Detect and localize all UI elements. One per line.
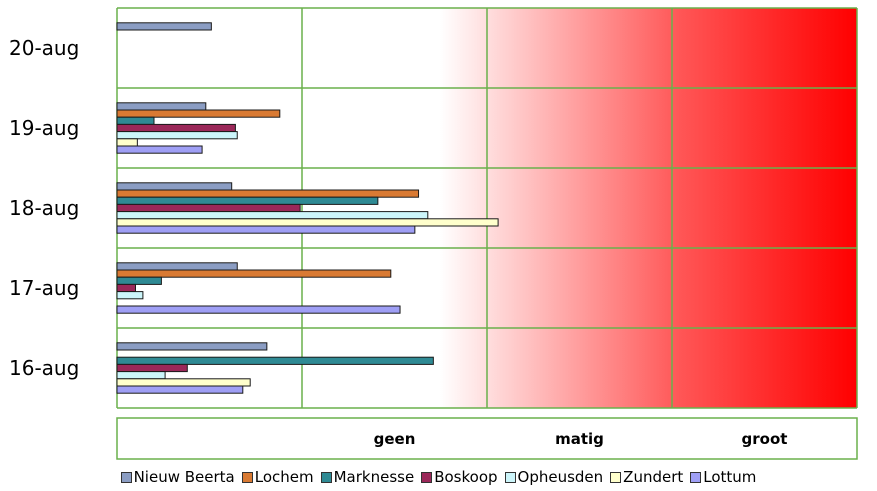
legend-item: Boskoop [421,468,498,486]
bar [116,203,301,213]
bar [116,385,244,394]
band-label: groot [742,430,788,448]
legend-label: Marknesse [333,468,415,486]
band-labels: geenmatiggrootzeer groot [374,430,788,448]
legend-swatch [610,471,622,483]
legend-item: Lottum [690,468,756,486]
legend-item: Lochem [241,468,314,486]
bar [116,116,155,125]
red-gradient-zone [440,8,857,408]
legend-label: Opheusden [517,468,604,486]
bar [116,291,144,300]
bar [116,283,136,293]
band-label-box [116,417,858,460]
band-label: matig [555,430,604,448]
bars [116,22,499,394]
bar [116,196,379,205]
bar [116,182,233,191]
bar [116,189,420,198]
legend-item: Nieuw Beerta [120,468,235,486]
bar [116,276,162,285]
legend-label: Lottum [703,468,757,486]
bar [116,102,207,111]
category-label: 18-aug [9,196,79,220]
legend-item: Zundert [610,468,683,486]
legend-label: Boskoop [434,468,498,486]
bar [116,262,238,271]
legend-swatch [241,471,253,483]
legend-label: Nieuw Beerta [133,468,235,486]
legend-swatch [504,471,516,483]
bar [116,342,268,351]
legend-label: Zundert [623,468,684,486]
legend-label: Lochem [254,468,314,486]
bar [116,269,392,278]
bar [116,218,499,227]
bar [116,378,251,387]
legend-item: Marknesse [320,468,415,486]
bar [116,363,188,373]
category-label: 20-aug [9,36,79,60]
bar [116,211,429,220]
bar [116,109,281,118]
legend: Nieuw Beerta Lochem Marknesse Boskoop Opheus… [0,466,877,488]
bar [116,22,212,31]
legend-item: Opheusden [504,468,604,486]
category-labels: 16-aug 17-aug 18-aug 19-aug 20-aug [9,36,79,380]
category-label: 16-aug [9,356,79,380]
chart: 16-aug 17-aug 18-aug 19-aug 20-aug geen matig… [9,7,858,460]
bar [116,371,166,380]
legend-swatch [120,471,132,483]
legend-swatch [690,471,702,483]
band-label: geen [374,430,416,448]
legend-swatch [421,471,433,483]
category-label: 19-aug [9,116,79,140]
grid [116,7,858,409]
bar [116,123,236,133]
bar [116,356,434,365]
bar [116,225,416,234]
bar [116,138,138,147]
bar [116,145,203,154]
bar [116,131,238,140]
legend-swatch [320,471,332,483]
category-label: 17-aug [9,276,79,300]
bar [116,305,401,314]
